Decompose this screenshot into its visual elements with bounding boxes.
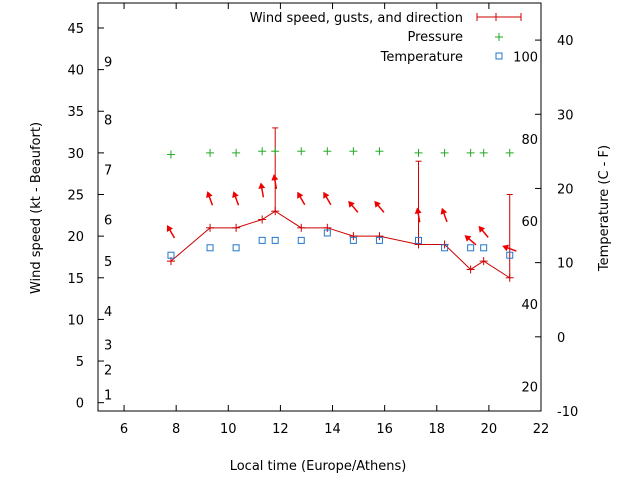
wind-direction-arrow [258, 182, 266, 198]
arrow-head [258, 182, 266, 189]
arrow-head [323, 191, 330, 199]
legend-symbol-wind [476, 13, 522, 21]
legend-label-pressure: Pressure [407, 30, 463, 45]
y-tick-label-right: 20 [557, 182, 574, 197]
y-tick-label-left: 5 [76, 355, 84, 370]
arrow-head [478, 225, 486, 233]
arrow-head [348, 200, 355, 208]
series-layer [166, 127, 517, 282]
beaufort-label: 4 [104, 305, 112, 320]
legend-label-temperature: Temperature [380, 50, 463, 65]
wind-direction-arrow [478, 225, 489, 238]
y-axis-label-left: Wind speed (kt - Beaufort) [29, 122, 44, 294]
y-tick-label-right: 40 [557, 34, 574, 49]
y-tick-label-left: 45 [67, 22, 84, 37]
temperature-point [441, 244, 449, 252]
legend-symbol-temperature [495, 52, 503, 60]
arrow-head [297, 191, 304, 199]
wind-direction-arrow [414, 207, 422, 223]
arrow-head [206, 191, 213, 198]
fahrenheit-label: 20 [521, 381, 538, 396]
temperature-point [258, 236, 266, 244]
y-tick-label-left: 10 [67, 313, 84, 328]
x-tick-label: 12 [272, 422, 289, 437]
y-tick-label-left: 20 [67, 230, 84, 245]
y-tick-label-right: -10 [557, 405, 578, 420]
beaufort-label: 3 [104, 338, 112, 353]
wind-direction-arrow [297, 191, 306, 206]
x-tick-label: 20 [481, 422, 498, 437]
legend-symbol-pressure [495, 33, 503, 41]
fahrenheit-scale: 20 40 60 80 100 [513, 50, 538, 395]
x-tick-label: 14 [324, 422, 341, 437]
temperature-point [167, 251, 175, 259]
y-tick-label-left: 40 [67, 64, 84, 79]
temperature-point [375, 236, 383, 244]
wind-direction-arrow [232, 191, 240, 206]
y-tick-label-left: 0 [76, 397, 84, 412]
fahrenheit-label: 100 [513, 50, 538, 65]
temperature-point [480, 244, 488, 252]
x-tick-label: 16 [376, 422, 393, 437]
temperature-point [349, 236, 357, 244]
temperature-point [506, 251, 514, 259]
temperature-point [297, 236, 305, 244]
plot-frame [97, 2, 542, 412]
y-tick-label-left: 15 [67, 272, 84, 287]
beaufort-label: 8 [104, 114, 112, 129]
x-tick-label: 10 [220, 422, 237, 437]
x-tick-label: 18 [428, 422, 445, 437]
temperature-point [271, 236, 279, 244]
axis-ticks [98, 3, 542, 412]
tick-labels: 6 8 10 12 14 16 18 20 22051015202530354045-10010… [67, 22, 578, 437]
x-tick-label: 8 [172, 422, 180, 437]
wind-direction-arrow [271, 174, 279, 190]
wind-direction-arrow [166, 225, 176, 239]
arrow-head [271, 174, 279, 181]
wind-direction-arrow [323, 191, 332, 206]
legend-label-wind: Wind speed, gusts, and direction [250, 11, 463, 26]
temperature-point [206, 244, 214, 252]
x-tick-label: 6 [120, 422, 128, 437]
fahrenheit-label: 60 [521, 215, 538, 230]
y-tick-label-right: 30 [557, 108, 574, 123]
arrow-head [232, 191, 239, 198]
y-tick-label-left: 30 [67, 147, 84, 162]
beaufort-label: 1 [104, 388, 112, 403]
y-axis-label-right: Temperature (C - F) [597, 145, 612, 272]
arrow-head [166, 225, 173, 232]
y-tick-label-right: 0 [557, 331, 565, 346]
temperature-point [232, 244, 240, 252]
arrow-head [440, 207, 448, 215]
beaufort-scale: 1 2 3 4 5 6 7 8 9 [104, 55, 112, 403]
wind-direction-arrow [348, 200, 359, 213]
temperature-point [467, 244, 475, 252]
beaufort-label: 2 [104, 363, 112, 378]
y-tick-label-left: 35 [67, 105, 84, 120]
fahrenheit-label: 40 [521, 298, 538, 313]
x-tick-label: 22 [533, 422, 550, 437]
beaufort-label: 7 [104, 164, 112, 179]
beaufort-label: 5 [104, 255, 112, 270]
y-tick-label-right: 10 [557, 257, 574, 272]
arrow-head [464, 235, 472, 242]
beaufort-label: 6 [104, 213, 112, 228]
legend: Wind speed, gusts, and direction Pressur… [250, 11, 522, 65]
temperature-point [415, 236, 423, 244]
beaufort-label: 9 [104, 55, 112, 70]
arrow-head [502, 244, 510, 252]
arrow-head [414, 207, 422, 214]
wind-direction-arrow [374, 200, 385, 213]
fahrenheit-label: 80 [521, 133, 538, 148]
wind-direction-arrow [206, 191, 214, 206]
x-axis-label: Local time (Europe/Athens) [230, 459, 407, 474]
y-tick-label-left: 25 [67, 189, 84, 204]
wind-direction-arrow [464, 235, 477, 246]
arrow-head [374, 200, 381, 208]
temperature-point [323, 229, 331, 237]
wind-direction-arrow [502, 244, 517, 252]
wind-speed-line [170, 210, 510, 279]
wind-direction-arrow [440, 207, 448, 223]
